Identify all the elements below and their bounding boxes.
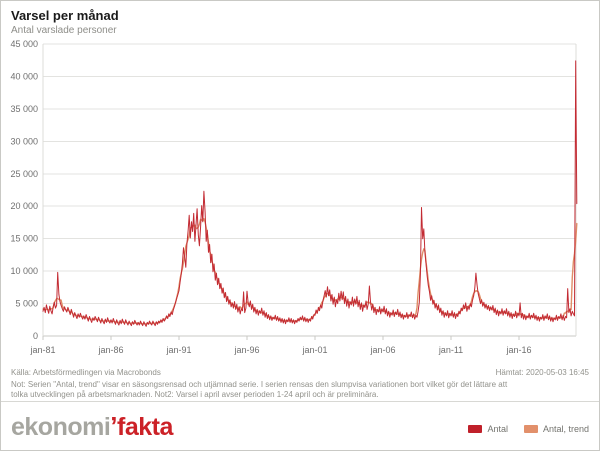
logo-accent-mark: ’ — [110, 410, 118, 441]
source-label: Källa: Arbetsförmedlingen via Macrobonds — [11, 368, 161, 377]
legend-label-antal: Antal — [487, 424, 508, 434]
svg-text:25 000: 25 000 — [10, 169, 38, 179]
logo-text-gray: ekonomi — [11, 412, 111, 441]
footnote-line2: tolka utvecklingen på arbetsmarknaden. N… — [11, 390, 379, 399]
ekonomifakta-logo[interactable]: ekonomi’fakta — [11, 411, 173, 442]
retrieved-label: Hämtat: 2020-05-03 16:45 — [495, 368, 589, 377]
svg-text:jan-91: jan-91 — [165, 345, 191, 355]
svg-text:0: 0 — [33, 331, 38, 341]
legend-item-antal[interactable]: Antal — [468, 424, 508, 434]
svg-text:5 000: 5 000 — [15, 299, 38, 309]
svg-text:45 000: 45 000 — [10, 39, 38, 49]
bottom-bar: ekonomi’fakta Antal Antal, trend — [1, 401, 599, 450]
svg-text:10 000: 10 000 — [10, 266, 38, 276]
page-subtitle: Antal varslade personer — [11, 25, 117, 36]
source-row: Källa: Arbetsförmedlingen via Macrobonds… — [11, 368, 589, 377]
svg-text:35 000: 35 000 — [10, 104, 38, 114]
svg-text:jan-96: jan-96 — [233, 345, 259, 355]
chart-canvas[interactable]: 0 5 000 10 000 15 000 20 000 25 000 30 000 35 0… — [1, 1, 600, 399]
legend-item-antal-trend[interactable]: Antal, trend — [523, 424, 589, 434]
svg-text:jan-06: jan-06 — [369, 345, 395, 355]
svg-text:jan-11: jan-11 — [438, 345, 463, 355]
svg-text:jan-81: jan-81 — [29, 345, 55, 355]
svg-text:jan-16: jan-16 — [505, 345, 531, 355]
footnote-line1: Not: Serien "Antal, trend" visar en säso… — [11, 380, 508, 389]
footnote: Not: Serien "Antal, trend" visar en säso… — [11, 380, 507, 400]
svg-text:jan-01: jan-01 — [301, 345, 327, 355]
legend-label-antal-trend: Antal, trend — [542, 424, 589, 434]
page-title: Varsel per månad — [11, 8, 119, 23]
svg-text:20 000: 20 000 — [10, 201, 38, 211]
svg-text:30 000: 30 000 — [10, 136, 38, 146]
svg-text:40 000: 40 000 — [10, 71, 38, 81]
logo-text-red: fakta — [117, 412, 173, 441]
antal-color-swatch — [468, 425, 483, 433]
chart-legend: Antal Antal, trend — [468, 424, 589, 434]
svg-text:jan-86: jan-86 — [97, 345, 123, 355]
antal-trend-color-swatch — [523, 425, 538, 433]
svg-text:15 000: 15 000 — [10, 234, 38, 244]
